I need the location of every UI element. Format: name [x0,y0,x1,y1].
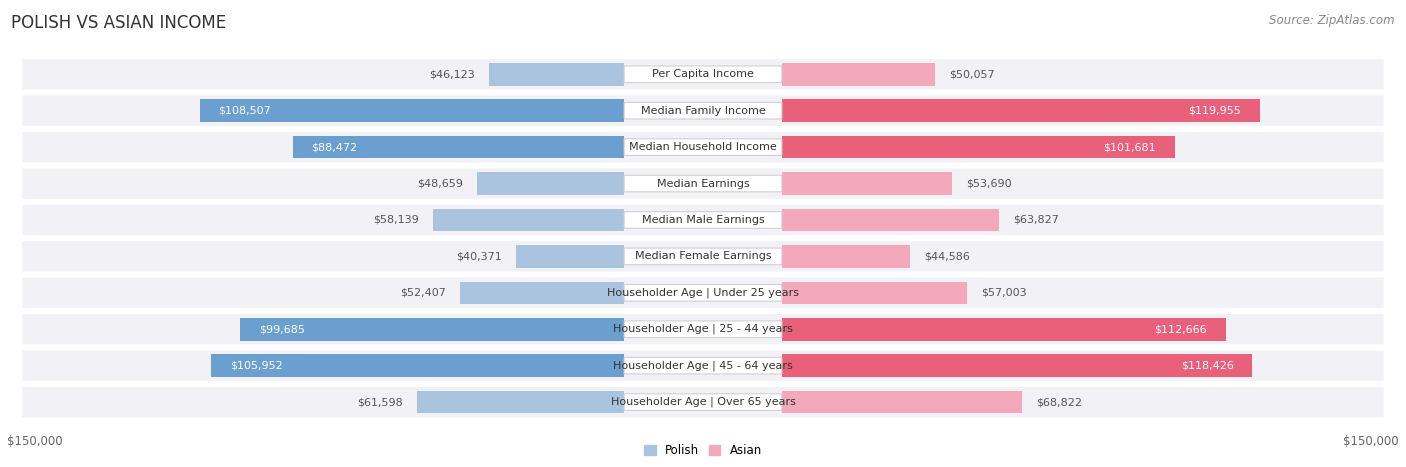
FancyBboxPatch shape [21,58,1385,91]
FancyBboxPatch shape [21,276,1385,309]
Text: $150,000: $150,000 [1343,435,1399,448]
Text: $63,827: $63,827 [1014,215,1059,225]
Text: $99,685: $99,685 [259,324,305,334]
Text: Householder Age | 25 - 44 years: Householder Age | 25 - 44 years [613,324,793,334]
Text: $88,472: $88,472 [311,142,357,152]
Text: Source: ZipAtlas.com: Source: ZipAtlas.com [1270,14,1395,27]
FancyBboxPatch shape [624,357,782,374]
FancyBboxPatch shape [624,248,782,265]
Text: $57,003: $57,003 [981,288,1026,298]
FancyBboxPatch shape [624,175,782,192]
FancyBboxPatch shape [21,386,1385,418]
Text: $101,681: $101,681 [1104,142,1156,152]
Text: Householder Age | Under 25 years: Householder Age | Under 25 years [607,288,799,298]
Bar [200,99,624,122]
FancyBboxPatch shape [624,321,782,338]
FancyBboxPatch shape [624,102,782,119]
FancyBboxPatch shape [21,313,1385,346]
Bar [782,172,952,195]
Text: Per Capita Income: Per Capita Income [652,69,754,79]
Text: $119,955: $119,955 [1188,106,1241,116]
Bar [433,209,624,231]
Text: $112,666: $112,666 [1154,324,1208,334]
Text: Median Female Earnings: Median Female Earnings [634,251,772,262]
Bar [211,354,624,377]
Text: $150,000: $150,000 [7,435,63,448]
Bar [782,354,1253,377]
Bar [782,63,935,85]
FancyBboxPatch shape [21,240,1385,273]
Text: $46,123: $46,123 [429,69,475,79]
Text: $105,952: $105,952 [231,361,283,371]
Text: $50,057: $50,057 [949,69,995,79]
FancyBboxPatch shape [624,139,782,156]
FancyBboxPatch shape [624,394,782,410]
Text: Median Household Income: Median Household Income [628,142,778,152]
Bar [782,99,1260,122]
Text: $52,407: $52,407 [401,288,446,298]
Text: $44,586: $44,586 [924,251,970,262]
Text: Householder Age | 45 - 64 years: Householder Age | 45 - 64 years [613,361,793,371]
Bar [782,318,1226,340]
Text: POLISH VS ASIAN INCOME: POLISH VS ASIAN INCOME [11,14,226,32]
Text: $58,139: $58,139 [374,215,419,225]
Bar [240,318,624,340]
FancyBboxPatch shape [21,94,1385,127]
Text: $53,690: $53,690 [966,178,1012,189]
Text: Median Earnings: Median Earnings [657,178,749,189]
Text: $48,659: $48,659 [418,178,464,189]
FancyBboxPatch shape [624,66,782,83]
Bar [782,209,1000,231]
FancyBboxPatch shape [21,167,1385,200]
Legend: Polish, Asian: Polish, Asian [640,439,766,462]
Bar [782,391,1022,413]
Bar [489,63,624,85]
Text: $40,371: $40,371 [456,251,502,262]
Bar [782,136,1175,158]
Bar [477,172,624,195]
Text: Median Family Income: Median Family Income [641,106,765,116]
Text: Median Male Earnings: Median Male Earnings [641,215,765,225]
Text: $61,598: $61,598 [357,397,404,407]
FancyBboxPatch shape [21,349,1385,382]
FancyBboxPatch shape [21,204,1385,236]
FancyBboxPatch shape [624,284,782,301]
Bar [292,136,624,158]
Text: Householder Age | Over 65 years: Householder Age | Over 65 years [610,397,796,407]
FancyBboxPatch shape [624,212,782,228]
Bar [782,282,967,304]
Text: $108,507: $108,507 [218,106,271,116]
Text: $118,426: $118,426 [1181,361,1234,371]
Bar [782,245,910,268]
FancyBboxPatch shape [21,131,1385,163]
Bar [460,282,624,304]
Bar [418,391,624,413]
Bar [516,245,624,268]
Text: $68,822: $68,822 [1036,397,1083,407]
